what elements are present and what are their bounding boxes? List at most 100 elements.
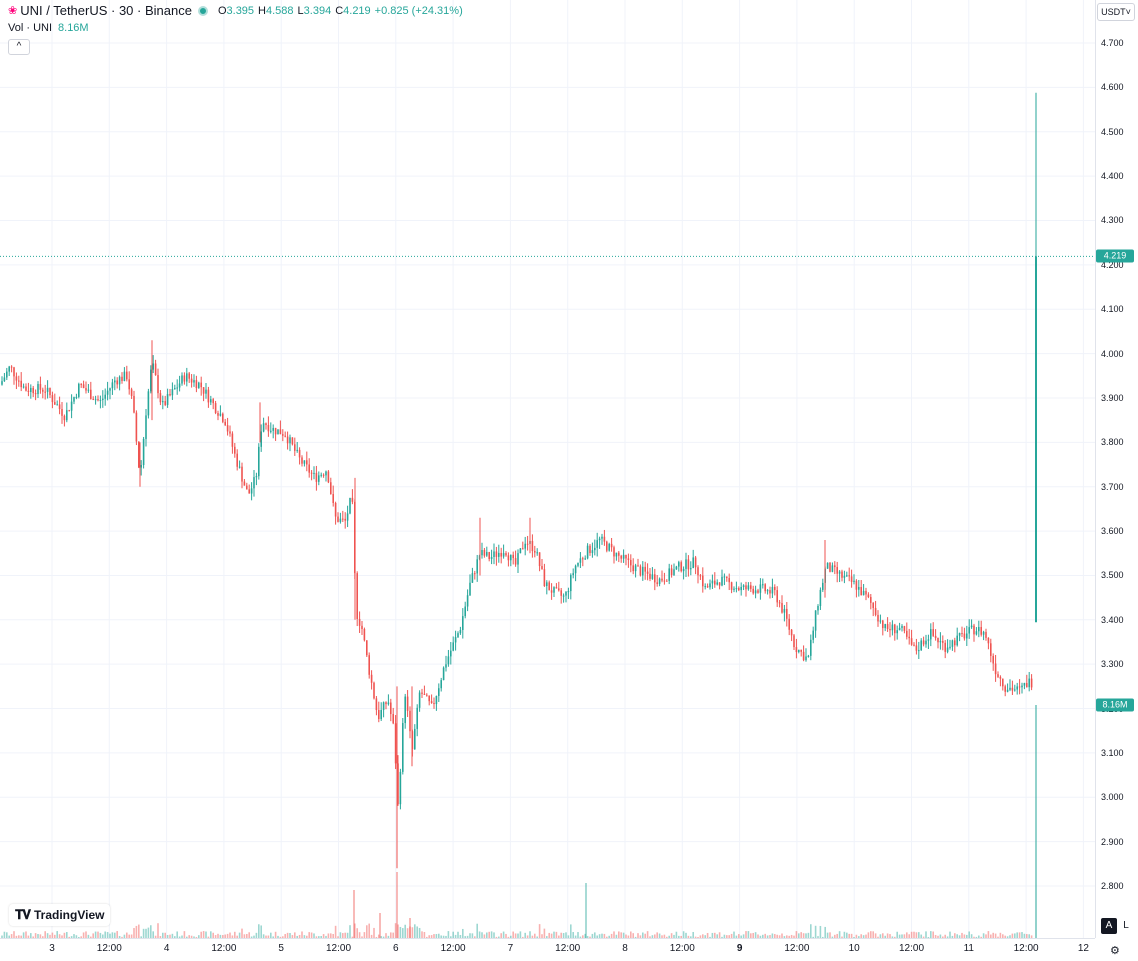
symbol-title[interactable]: UNI / TetherUS · 30 · Binance (20, 3, 192, 18)
volume-bar (673, 934, 675, 938)
volume-bar (966, 934, 968, 938)
candle-body (850, 576, 853, 582)
candle-body (18, 380, 20, 382)
candle-body (702, 575, 704, 587)
price-tick-label: 4.000 (1101, 348, 1124, 359)
candle-body (855, 580, 858, 590)
volume-bar (800, 932, 802, 938)
candle-body (430, 701, 433, 703)
log-scale-button[interactable]: L (1118, 918, 1134, 934)
volume-bar (399, 926, 402, 938)
volume-bar (603, 933, 606, 938)
candle-body (625, 554, 627, 559)
volume-bar (236, 935, 238, 938)
candle-body (109, 388, 111, 391)
candle-body (519, 548, 522, 554)
volume-bar (241, 928, 243, 938)
volume-bar (440, 935, 442, 938)
candle-body (891, 624, 894, 631)
volume-bar (973, 936, 975, 938)
volume-bar (711, 932, 714, 938)
volume-bar (514, 933, 517, 938)
candle-body (344, 518, 346, 521)
auto-scale-button[interactable]: A (1101, 918, 1117, 934)
volume-bar (1009, 935, 1011, 938)
candle-body (654, 574, 656, 583)
candle-body (841, 571, 843, 578)
volume-bar (183, 931, 186, 938)
candle-body (178, 383, 181, 388)
candle-body (889, 628, 891, 631)
candle-body (807, 655, 810, 657)
candle-body (637, 565, 639, 567)
candle-body (214, 403, 217, 414)
candle-body (1021, 685, 1023, 688)
candle-body (865, 590, 867, 595)
collapse-legend-button[interactable]: ^ (8, 39, 30, 55)
candle-body (867, 594, 870, 598)
volume-bar (428, 935, 430, 938)
volume-bar (843, 931, 846, 938)
volume-bar (75, 935, 78, 938)
candle-body (920, 640, 922, 651)
candle-body (171, 389, 174, 396)
volume-bar (822, 936, 824, 938)
candle-body (1030, 678, 1033, 688)
price-chart[interactable] (0, 0, 1095, 938)
volume-bar (526, 935, 529, 938)
price-tick-label: 4.100 (1101, 304, 1124, 315)
volume-bar (138, 924, 140, 938)
volume-bar (858, 936, 860, 938)
gear-icon[interactable]: ⚙ (1110, 945, 1120, 957)
volume-bar (171, 933, 174, 938)
volume-bar (872, 931, 874, 938)
candle-body (279, 429, 282, 435)
volume-bar (1023, 933, 1026, 938)
price-scale[interactable] (1095, 0, 1138, 938)
volume-bar (910, 931, 913, 938)
candle-body (630, 559, 632, 566)
candle-body (356, 573, 358, 619)
volume-bar (1006, 936, 1009, 938)
candle-body (454, 637, 457, 643)
candle-body (582, 558, 584, 560)
tradingview-watermark[interactable]: 𝐓𝐕 TradingView (9, 904, 111, 926)
time-axis[interactable] (0, 938, 1095, 961)
candle-body (351, 497, 354, 502)
candle-body (423, 693, 426, 695)
volume-bar (238, 932, 241, 938)
volume-bar (298, 934, 301, 938)
volume-bar (22, 932, 25, 938)
volume-bar (682, 931, 685, 938)
volume-bar (373, 927, 375, 938)
candle-body (596, 540, 598, 548)
volume-bar (423, 932, 426, 938)
candle-body (32, 387, 34, 394)
volume-label: Vol · UNI (8, 22, 53, 34)
volume-bar (884, 935, 886, 938)
candle-body (92, 398, 94, 400)
candle-body (968, 627, 970, 634)
volume-bar (930, 931, 932, 938)
volume-bar (42, 936, 44, 938)
volume-bar (896, 931, 898, 938)
volume-bar (937, 935, 939, 938)
volume-bar (46, 933, 49, 938)
volume-bar (807, 932, 810, 938)
volume-spike (585, 883, 587, 938)
volume-bar (766, 935, 769, 938)
currency-selector[interactable]: USDT˅ (1097, 3, 1135, 21)
candle-body (262, 423, 265, 432)
candle-body (704, 586, 706, 588)
candle-body (445, 664, 447, 668)
volume-bar (140, 936, 142, 938)
candle-body (946, 647, 949, 652)
candle-body (457, 633, 459, 638)
candle-body (22, 386, 25, 388)
volume-bar (210, 931, 212, 938)
candle-body (301, 457, 303, 464)
volume-bar (274, 931, 277, 938)
candle-body (754, 590, 757, 594)
candle-body (802, 651, 805, 661)
volume-bar (886, 933, 889, 938)
